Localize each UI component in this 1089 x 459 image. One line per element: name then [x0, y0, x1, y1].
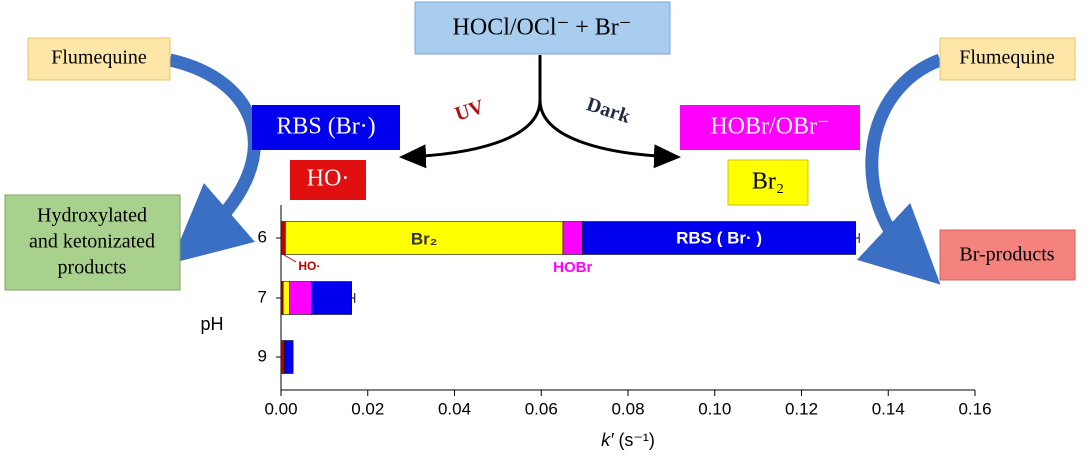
- bar-segment: [562, 221, 583, 255]
- x-tick-label: 0.16: [958, 399, 991, 418]
- bar-annotation: HOBr: [553, 259, 592, 276]
- bar-annotation: HO·: [298, 259, 320, 273]
- bar-segment: [284, 340, 294, 374]
- y-tick-label: 7: [258, 287, 267, 306]
- bar-segment: [289, 281, 312, 315]
- bar-segment: [582, 221, 857, 255]
- x-tick-label: 0.10: [698, 399, 731, 418]
- bar-segment: [282, 281, 290, 315]
- bar-annotation: Br₂: [411, 229, 437, 248]
- rbs-box: [252, 105, 400, 150]
- x-axis-title: k′ (s⁻¹): [601, 430, 655, 450]
- dark-arrow: [538, 99, 681, 169]
- products-label: and ketonizated: [29, 231, 155, 253]
- hobr-box: [680, 105, 860, 150]
- products-label: products: [58, 257, 127, 279]
- x-axis-title-part: (s⁻¹): [613, 430, 654, 450]
- br-products-box: [939, 229, 1076, 281]
- annotation-leader: [282, 254, 297, 263]
- y-axis-title: pH: [200, 314, 223, 334]
- dark-label: Dark: [584, 93, 634, 128]
- source-label: HOCl/OCl⁻ + Br⁻: [453, 15, 632, 41]
- flow-arrow: [856, 53, 943, 285]
- uv-label: UV: [452, 96, 487, 126]
- x-tick-label: 0.14: [872, 399, 905, 418]
- products-label: Hydroxylated: [37, 205, 147, 227]
- products-box: [4, 194, 181, 291]
- x-tick-label: 0.02: [351, 399, 384, 418]
- x-tick-label: 0.06: [525, 399, 558, 418]
- x-tick-label: 0.00: [264, 399, 297, 418]
- uv-arrow: [399, 55, 542, 169]
- y-tick-label: 9: [258, 346, 267, 365]
- bar-segment: [280, 340, 285, 374]
- br2-box: [727, 159, 809, 206]
- x-axis-title-part: k′: [601, 430, 614, 450]
- flumequine-label: Flumequine: [959, 47, 1055, 69]
- ho-box: [290, 160, 366, 200]
- bar-segment: [285, 221, 564, 255]
- ho-label: HO·: [307, 166, 350, 192]
- x-tick-label: 0.12: [785, 399, 818, 418]
- flow-arrow: [168, 53, 261, 264]
- rbs-label: RBS (Br·): [276, 114, 375, 140]
- x-tick-label: 0.04: [438, 399, 471, 418]
- flumequine-label: Flumequine: [51, 47, 147, 69]
- y-tick-label: 6: [258, 227, 267, 246]
- bar-segment: [280, 221, 286, 255]
- hobr-label: HOBr/OBr⁻: [710, 114, 829, 140]
- flumequine-box: [939, 37, 1076, 81]
- source-box: [414, 1, 671, 55]
- bar-segment: [280, 281, 284, 315]
- br-products-label: Br-products: [959, 244, 1054, 266]
- bar-segment: [311, 281, 353, 315]
- flumequine-box: [27, 37, 171, 81]
- br2-label: Br₂: [752, 169, 784, 195]
- bar-annotation: RBS ( Br· ): [676, 228, 762, 247]
- x-tick-label: 0.08: [611, 399, 644, 418]
